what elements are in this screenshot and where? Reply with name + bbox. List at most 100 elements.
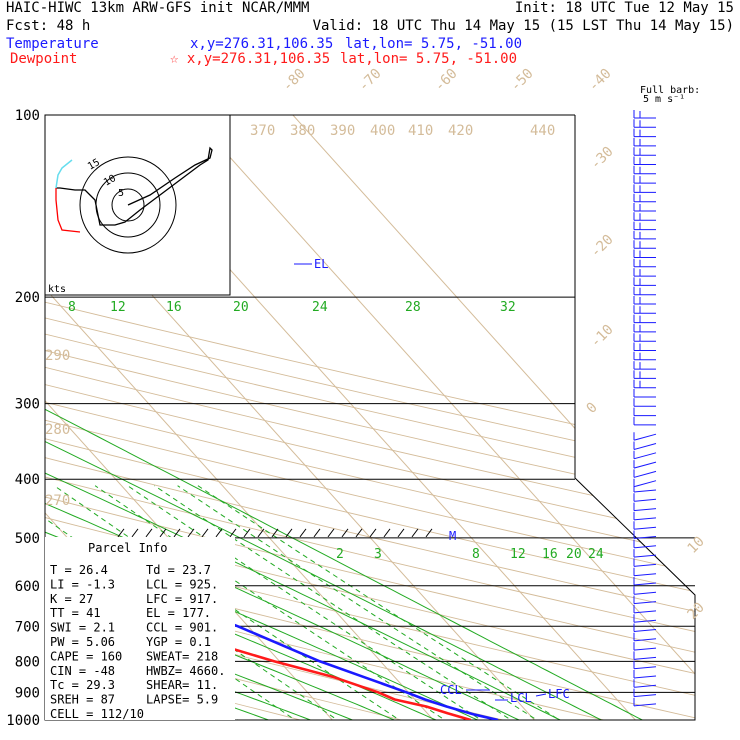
mixing-ratio-line <box>177 485 558 720</box>
theta-label: 440 <box>530 123 555 139</box>
mixing-ratio-labels: 8 12 16 20 24 28 32 2 3 8 12 16 20 24 <box>68 300 604 562</box>
wind-barb-shaft <box>633 517 657 521</box>
parcel-value-left: LI = -1.3 <box>50 577 115 591</box>
isotherm-line <box>239 115 695 720</box>
freezing-hatch <box>243 528 251 538</box>
mixing-ratio-line <box>154 485 532 720</box>
dry-adiabat-line <box>45 115 695 720</box>
freezing-hatch <box>369 528 377 538</box>
mixing-ratio-label-upper: 8 <box>68 300 76 315</box>
wind-barb-shaft <box>633 629 657 632</box>
dewpoint-latlon: lat,lon= 5.75, -51.00 <box>340 51 517 67</box>
dry-adiabat-line <box>45 115 695 720</box>
isotherm-label: 20 <box>685 600 708 623</box>
wind-barb-shaft <box>633 610 657 614</box>
parcel-value-right: YGP = 0.1 <box>146 635 211 649</box>
hodo-ring-10: 10 <box>102 173 118 189</box>
freezing-hatch <box>355 528 363 538</box>
wind-barb-shaft <box>633 480 657 488</box>
freezing-hatch <box>327 528 335 538</box>
dry-adiabat-line <box>45 115 557 720</box>
parcel-info-panel: Parcel Info T = 26.4 Td = 23.7 LI = -1.3 LC… <box>45 537 235 721</box>
parcel-value-left: SWI = 2.1 <box>50 621 115 635</box>
dry-adiabat-line <box>0 115 45 733</box>
mixing-ratio-label-lower: 8 <box>472 547 480 562</box>
sounding-profiles <box>45 550 499 720</box>
pressure-tick-label: 700 <box>15 619 40 635</box>
forecast-hour: Fcst: 48 h <box>6 18 90 34</box>
theta-label: 390 <box>330 123 355 139</box>
wind-barb-shaft <box>633 684 657 688</box>
valid-time: Valid: 18 UTC Thu 14 May 15 (15 LST Thu … <box>313 18 734 34</box>
dewpoint-profile <box>45 552 472 720</box>
theta-label: 280 <box>45 422 70 438</box>
mixing-ratio-label-upper: 24 <box>312 300 328 315</box>
model-title: HAIC-HIWC 13km ARW-GFS init NCAR/MMM <box>6 0 309 16</box>
freezing-hatch <box>341 528 349 538</box>
wind-barb-shaft <box>633 638 657 642</box>
wind-barb-shaft <box>633 526 657 530</box>
hodo-trace-low <box>55 159 73 189</box>
dry-adiabat-line <box>45 115 695 720</box>
freezing-hatch <box>425 528 433 538</box>
dry-adiabat-line <box>45 115 455 720</box>
isotherm-label: -40 <box>586 66 615 95</box>
pressure-tick-label: 100 <box>15 108 40 124</box>
freezing-hatch <box>187 528 195 538</box>
dry-adiabat-line <box>45 115 695 720</box>
mixing-ratio-label-upper: 16 <box>166 300 182 315</box>
isotherm-line <box>45 115 547 720</box>
dry-adiabat-line <box>45 115 695 720</box>
mixing-ratio-label-lower: 20 <box>566 547 582 562</box>
mixing-ratio-label-upper: 12 <box>110 300 126 315</box>
freezing-hatch <box>173 528 181 538</box>
freezing-hatch <box>411 528 419 538</box>
theta-label: 290 <box>45 348 70 364</box>
freezing-hatch <box>257 528 265 538</box>
freezing-hatch <box>313 528 321 538</box>
parcel-value-left: TT = 41 <box>50 606 101 620</box>
wind-barb-shaft <box>633 433 657 441</box>
wind-barb-shaft <box>633 498 657 502</box>
wind-barb-shaft <box>633 656 657 660</box>
freezing-hatch <box>397 528 405 538</box>
theta-label: 410 <box>408 123 433 139</box>
hodo-trace-upper <box>56 146 213 226</box>
isotherm-label: -30 <box>588 144 617 173</box>
mixing-ratio-line <box>127 485 502 720</box>
barb-legend-line1: Full barb: <box>640 85 700 96</box>
mixing-ratio-label-lower: 24 <box>588 547 604 562</box>
isotherm-label: -80 <box>280 66 309 95</box>
wind-barb-shaft <box>633 443 657 450</box>
isotherm-label: -60 <box>432 66 461 95</box>
pressure-tick-label: 900 <box>15 685 40 701</box>
freezing-hatch <box>117 528 125 538</box>
pressure-tick-label: 200 <box>15 290 40 306</box>
parcel-value-left: K = 27 <box>50 592 93 606</box>
pressure-tick-label: 300 <box>15 397 40 413</box>
wind-barb-shaft <box>633 545 657 549</box>
parcel-value-right: LAPSE= 5.9 <box>146 693 218 707</box>
isotherm-label: 0 <box>584 400 601 417</box>
wind-barb-shaft <box>633 563 657 567</box>
freezing-hatch <box>201 528 209 538</box>
wind-barb-shaft <box>633 591 657 595</box>
parcel-value-right: LCL = 925. <box>146 577 218 591</box>
isotherm-label: -10 <box>588 322 617 351</box>
parcel-value-right: Td = 23.7 <box>146 563 211 577</box>
pressure-tick-label: 1000 <box>6 713 40 729</box>
temperature-latlon: lat,lon= 5.75, -51.00 <box>345 36 522 52</box>
pressure-tick-label: 400 <box>15 472 40 488</box>
parcel-value-left: CIN = -48 <box>50 664 115 678</box>
freezing-hatch <box>229 528 237 538</box>
pressure-tick-label: 600 <box>15 579 40 595</box>
theta-label: 420 <box>448 123 473 139</box>
wind-barb-shaft <box>633 554 657 558</box>
parcel-value-right: EL = 177. <box>146 606 211 620</box>
freezing-hatch <box>383 528 391 538</box>
freezing-hatch <box>145 528 153 538</box>
isotherm-label: -50 <box>508 66 537 95</box>
parcel-info-title: Parcel Info <box>88 541 167 555</box>
mixing-ratio-label-upper: 32 <box>500 300 516 315</box>
